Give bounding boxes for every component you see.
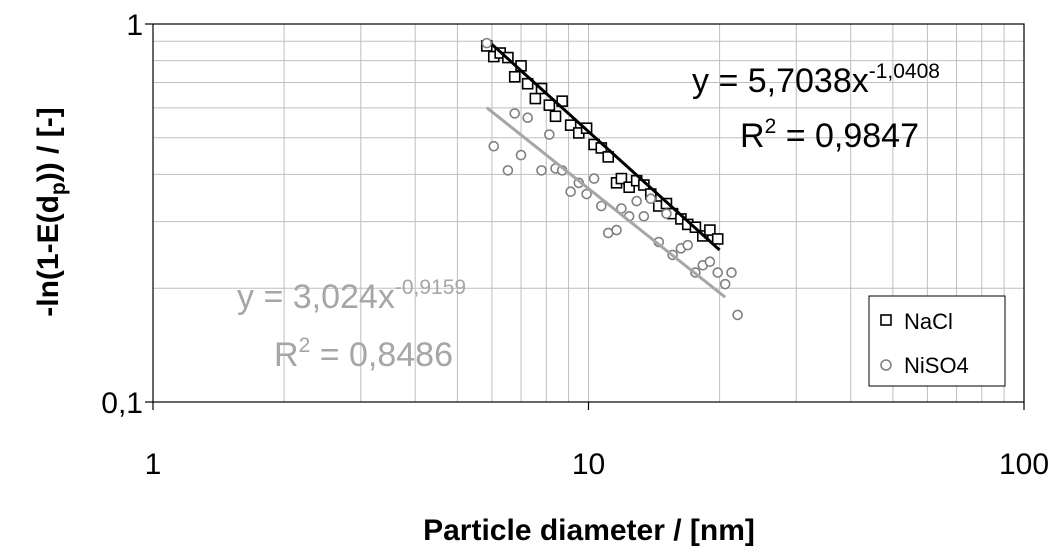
nacl-data-point — [602, 151, 615, 163]
legend-nacl-label: NaCl — [904, 309, 953, 334]
y-axis-title: -ln(1-E(dp)) / [-] — [32, 107, 70, 316]
axes — [145, 23, 1025, 410]
nacl-r2-sup: 2 — [765, 115, 777, 138]
niso4-data-point — [488, 140, 500, 152]
nacl-trendline — [485, 38, 721, 252]
niso4-data-point — [515, 149, 527, 161]
nacl-r2-value: = 0,9847 — [776, 117, 919, 155]
niso4-data-point — [704, 256, 716, 268]
niso4-r-squared: R2 = 0,8486 — [274, 334, 453, 374]
niso4-data-point — [719, 278, 731, 290]
nacl-equation-exponent: -1,0408 — [869, 60, 940, 83]
niso4-data-point — [638, 210, 650, 222]
nacl-data-point — [711, 233, 724, 245]
nacl-data-point — [549, 110, 562, 123]
niso4-r2-sup: 2 — [299, 334, 311, 357]
y-tick-label: 1 — [126, 9, 143, 42]
series — [480, 37, 743, 321]
niso4-data-point — [732, 309, 743, 321]
x-axis-title: Particle diameter / [nm] — [423, 514, 755, 547]
niso4-trendline — [485, 106, 727, 299]
nacl-data-point — [704, 224, 716, 236]
niso4-trend-equation: y = 3,024x-0,9159 — [237, 276, 466, 316]
nacl-trend-equation: y = 5,7038x-1,0408 — [692, 60, 940, 100]
series-niso4 — [481, 37, 743, 321]
niso4-data-point — [595, 200, 607, 212]
nacl-r-squared: R2 = 0,9847 — [740, 115, 919, 155]
y-axis-title-subscript: p — [47, 182, 70, 195]
y-axis-title-main: -ln(1-E(d — [32, 195, 65, 317]
series-nacl — [480, 38, 724, 252]
x-tick-label: 1 — [145, 448, 162, 481]
legend-nacl-marker — [880, 314, 892, 326]
legend-niso4-label: NiSO4 — [904, 353, 969, 378]
y-axis-title-tail: )) / [-] — [32, 107, 65, 182]
niso4-data-point — [581, 188, 592, 200]
niso4-data-point — [712, 267, 723, 278]
legend-box — [868, 295, 1006, 387]
nacl-data-point — [529, 92, 542, 105]
niso4-data-point — [588, 173, 600, 184]
niso4-data-point — [682, 239, 694, 251]
nacl-data-point — [564, 119, 577, 131]
niso4-data-point — [661, 208, 672, 219]
x-tick-label: 100 — [999, 448, 1049, 481]
nacl-data-point — [623, 181, 635, 194]
niso4-r2-label: R — [274, 336, 299, 374]
legend: NaCl NiSO4 — [868, 295, 1006, 387]
nacl-data-point — [615, 172, 628, 185]
niso4-data-point — [726, 267, 737, 278]
nacl-data-point — [521, 77, 534, 90]
niso4-data-point — [536, 165, 547, 176]
niso4-equation-text: y = 3,024x — [237, 278, 395, 316]
niso4-r2-value: = 0,8486 — [310, 336, 453, 374]
niso4-data-point — [544, 129, 555, 140]
niso4-data-point — [645, 193, 657, 205]
niso4-data-point — [565, 186, 576, 198]
x-tick-label: 10 — [572, 448, 605, 481]
nacl-equation-text: y = 5,7038x — [692, 62, 869, 100]
niso4-data-point — [509, 108, 521, 119]
niso4-data-point — [502, 165, 514, 176]
niso4-data-point — [611, 224, 622, 236]
niso4-data-point — [481, 37, 493, 49]
nacl-r2-label: R — [740, 117, 765, 155]
niso4-data-point — [522, 112, 533, 124]
legend-niso4-marker — [880, 359, 892, 371]
niso4-data-point — [631, 195, 642, 207]
nacl-data-point — [543, 99, 556, 111]
y-tick-label: 0,1 — [101, 387, 143, 420]
nacl-data-point — [508, 70, 521, 83]
niso4-equation-exponent: -0,9159 — [395, 276, 466, 299]
